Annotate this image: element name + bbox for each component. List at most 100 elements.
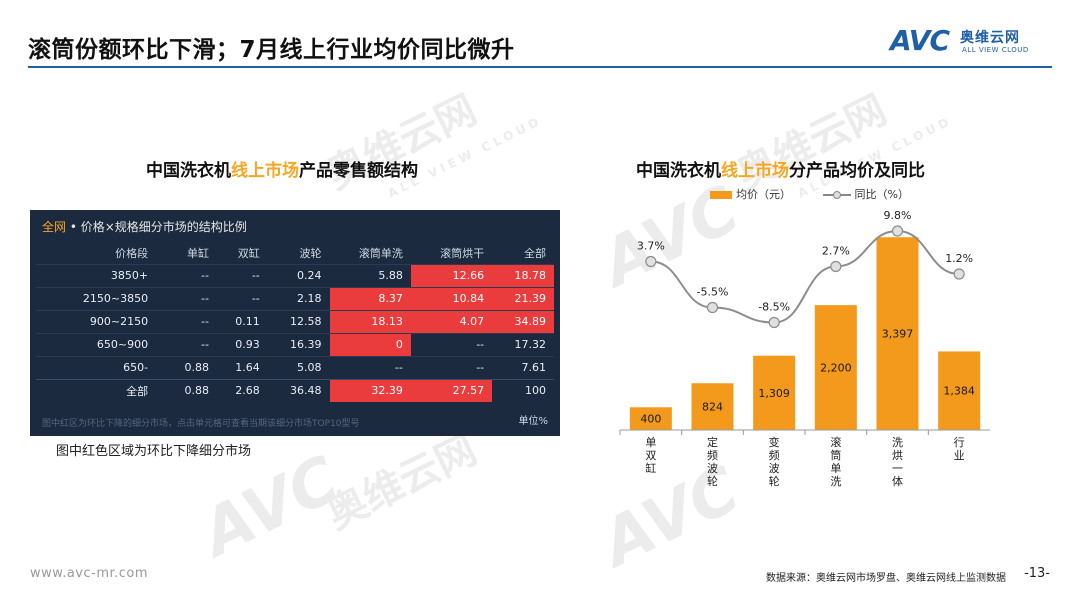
table-cell[interactable]: 5.08 — [267, 355, 330, 379]
legend-line-label: 同比（%） — [854, 188, 909, 201]
table-cell[interactable]: -- — [166, 309, 217, 333]
avc-logo: AVC 奥维云网 ALL VIEW CLOUD — [890, 24, 1050, 60]
yoy-point — [768, 316, 780, 329]
logo-cn: 奥维云网 — [960, 30, 1020, 46]
table-cell[interactable]: 0.11 — [216, 309, 268, 333]
column-header: 价格段 — [115, 246, 149, 260]
table-cell[interactable]: 0.93 — [216, 332, 268, 356]
watermark-cn: 奥维云网 — [319, 86, 484, 199]
table-row: 3850+ -- -- 0.24 5.88 12.66 18.78 — [36, 263, 554, 287]
panel-tag[interactable]: 全网 — [42, 220, 67, 234]
page-title: 滚筒份额环比下滑；7月线上行业均价同比微升 — [28, 37, 515, 63]
chart-bar — [691, 383, 734, 430]
chart-legend: 均价（元） 同比（%） — [710, 186, 909, 202]
row-label: 650~900 — [36, 332, 167, 356]
table-cell[interactable]: 2.68 — [216, 378, 268, 402]
table-cell[interactable]: 27.57 — [410, 378, 493, 402]
table-cell[interactable]: 7.61 — [492, 355, 554, 379]
yoy-point — [645, 255, 657, 268]
table-cell[interactable]: 32.39 — [329, 378, 411, 402]
yoy-label: 3.7% — [637, 240, 665, 253]
table-cell[interactable]: 18.13 — [329, 309, 411, 333]
table-cell[interactable]: 21.39 — [492, 286, 554, 310]
legend-line-swatch — [822, 191, 851, 199]
chart-bar — [938, 351, 981, 430]
yoy-line — [650, 229, 960, 324]
right-subtitle-pre: 中国洗衣机 — [636, 161, 721, 181]
bar-value-label: 3,397 — [882, 328, 914, 341]
table-cell[interactable]: -- — [410, 332, 493, 356]
table-cell[interactable]: 16.39 — [267, 332, 330, 356]
panel-header: 全网 • 价格×规格细分市场的结构比例 — [42, 218, 247, 235]
table-row: 650~900 -- 0.93 16.39 0 -- 17.32 — [36, 332, 554, 356]
footer-source: 数据来源：奥维云网市场罗盘、奥维云网线上监测数据 — [766, 573, 1006, 584]
column-header: 滚筒烘干 — [440, 246, 485, 260]
structure-table-panel: 全网 • 价格×规格细分市场的结构比例 价格段 单缸 双缸 波轮 滚筒单洗 滚筒烘干 全部 … — [30, 210, 560, 436]
row-label: 650- — [36, 355, 167, 379]
chart-bar — [753, 355, 796, 430]
table-cell[interactable]: -- — [410, 355, 493, 379]
table-cell[interactable]: 10.84 — [410, 286, 493, 310]
bar-value-label: 824 — [702, 401, 723, 414]
table-row: 900~2150 -- 0.11 12.58 18.13 4.07 34.89 — [36, 309, 554, 333]
table-cell[interactable]: 34.89 — [492, 309, 554, 333]
yoy-point — [891, 225, 904, 237]
row-label: 2150~3850 — [36, 286, 167, 310]
yoy-point — [953, 268, 965, 280]
table-cell[interactable]: 17.32 — [492, 332, 554, 356]
right-subtitle: 中国洗衣机线上市场分产品均价及同比 — [636, 156, 925, 181]
footer-url[interactable]: www.avc-mr.com — [30, 566, 149, 581]
table-cell[interactable]: -- — [216, 286, 268, 310]
column-header: 全部 — [524, 246, 546, 260]
bar-value-label: 2,200 — [820, 362, 852, 375]
table-header-row: 价格段 单缸 双缸 波轮 滚筒单洗 滚筒烘干 全部 — [36, 242, 554, 264]
left-subtitle: 中国洗衣机线上市场产品零售额结构 — [146, 156, 418, 181]
category-label: 单双缸 — [645, 436, 656, 475]
table-cell[interactable]: 5.88 — [329, 263, 411, 287]
yoy-label: 1.2% — [945, 252, 973, 265]
bar-value-label: 1,384 — [943, 385, 975, 398]
yoy-point — [830, 260, 842, 273]
yoy-point — [706, 301, 719, 314]
table-caption: 图中红色区域为环比下降细分市场 — [56, 444, 252, 459]
table-cell[interactable]: -- — [329, 355, 411, 379]
yoy-label: -5.5% — [697, 286, 729, 299]
table-cell[interactable]: 100 — [492, 378, 554, 402]
category-label: 洗烘一体 — [892, 436, 903, 488]
table-cell[interactable]: 1.64 — [216, 355, 268, 379]
category-label: 定频波轮 — [707, 435, 718, 488]
category-label: 行业 — [954, 436, 965, 462]
table-cell[interactable]: 0.88 — [166, 355, 217, 379]
table-cell[interactable]: -- — [216, 263, 268, 287]
column-header: 双缸 — [237, 246, 260, 260]
left-subtitle-highlight: 线上市场 — [231, 161, 299, 181]
table-cell[interactable]: 8.37 — [329, 286, 411, 310]
row-label: 900~2150 — [36, 309, 167, 333]
yoy-label: 9.8% — [884, 209, 912, 222]
row-label: 3850+ — [36, 263, 167, 287]
yoy-label: 2.7% — [822, 245, 850, 258]
table-cell[interactable]: 36.48 — [267, 378, 330, 402]
right-subtitle-post: 分产品均价及同比 — [789, 161, 925, 181]
table-cell[interactable]: 0.88 — [166, 378, 217, 402]
header-divider — [28, 66, 1052, 68]
column-header: 单缸 — [186, 246, 209, 260]
chart-bar — [814, 305, 857, 430]
left-subtitle-post: 产品零售额结构 — [299, 161, 418, 181]
watermark-cn: 奥维云网 — [729, 86, 894, 199]
table-cell[interactable]: 4.07 — [410, 309, 493, 333]
legend-bar-label: 均价（元） — [736, 188, 791, 201]
table-cell[interactable]: -- — [166, 263, 217, 287]
watermark-cn: 奥维云网 — [319, 426, 484, 539]
table-cell[interactable]: -- — [166, 286, 217, 310]
table-cell[interactable]: 0.24 — [267, 263, 330, 287]
table-cell[interactable]: 12.58 — [267, 309, 330, 333]
legend-bar-swatch — [710, 191, 732, 199]
table-body: 3850+ -- -- 0.24 5.88 12.66 18.78 2150~3850 -- --… — [36, 263, 554, 402]
table-cell[interactable]: 18.78 — [492, 263, 554, 287]
right-subtitle-highlight: 线上市场 — [721, 161, 789, 181]
table-cell[interactable]: 0 — [329, 332, 411, 356]
table-cell[interactable]: -- — [166, 332, 217, 356]
table-cell[interactable]: 2.18 — [267, 286, 330, 310]
table-cell[interactable]: 12.66 — [410, 263, 493, 287]
